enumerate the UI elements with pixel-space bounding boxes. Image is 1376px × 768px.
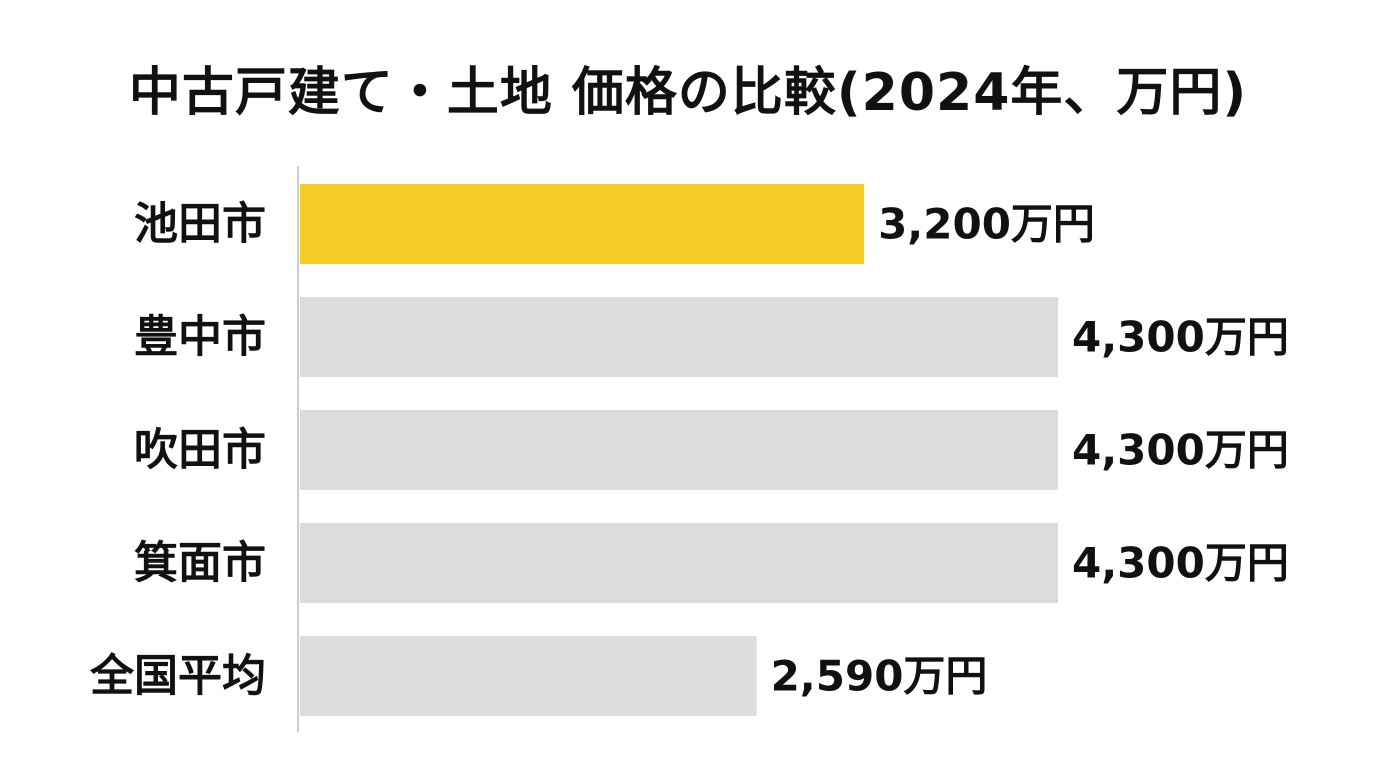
category-label-4: 全国平均	[89, 651, 266, 702]
bar-3	[300, 523, 1058, 603]
value-label-2: 4,300万円	[1072, 426, 1289, 475]
bars-layer	[300, 184, 1058, 716]
value-label-3: 4,300万円	[1072, 539, 1289, 588]
value-label-0: 3,200万円	[878, 200, 1095, 249]
bar-0	[300, 184, 865, 264]
chart-title: 中古戸建て・土地 価格の比較(2024年、万円)	[128, 63, 1248, 123]
value-label-1: 4,300万円	[1072, 313, 1289, 362]
bar-2	[300, 410, 1058, 490]
category-label-1: 豊中市	[134, 312, 266, 363]
category-label-0: 池田市	[134, 199, 266, 250]
bar-4	[300, 636, 757, 716]
value-label-4: 2,590万円	[771, 652, 988, 701]
bar-1	[300, 297, 1058, 377]
category-label-3: 箕面市	[134, 538, 266, 589]
category-label-2: 吹田市	[134, 425, 266, 476]
